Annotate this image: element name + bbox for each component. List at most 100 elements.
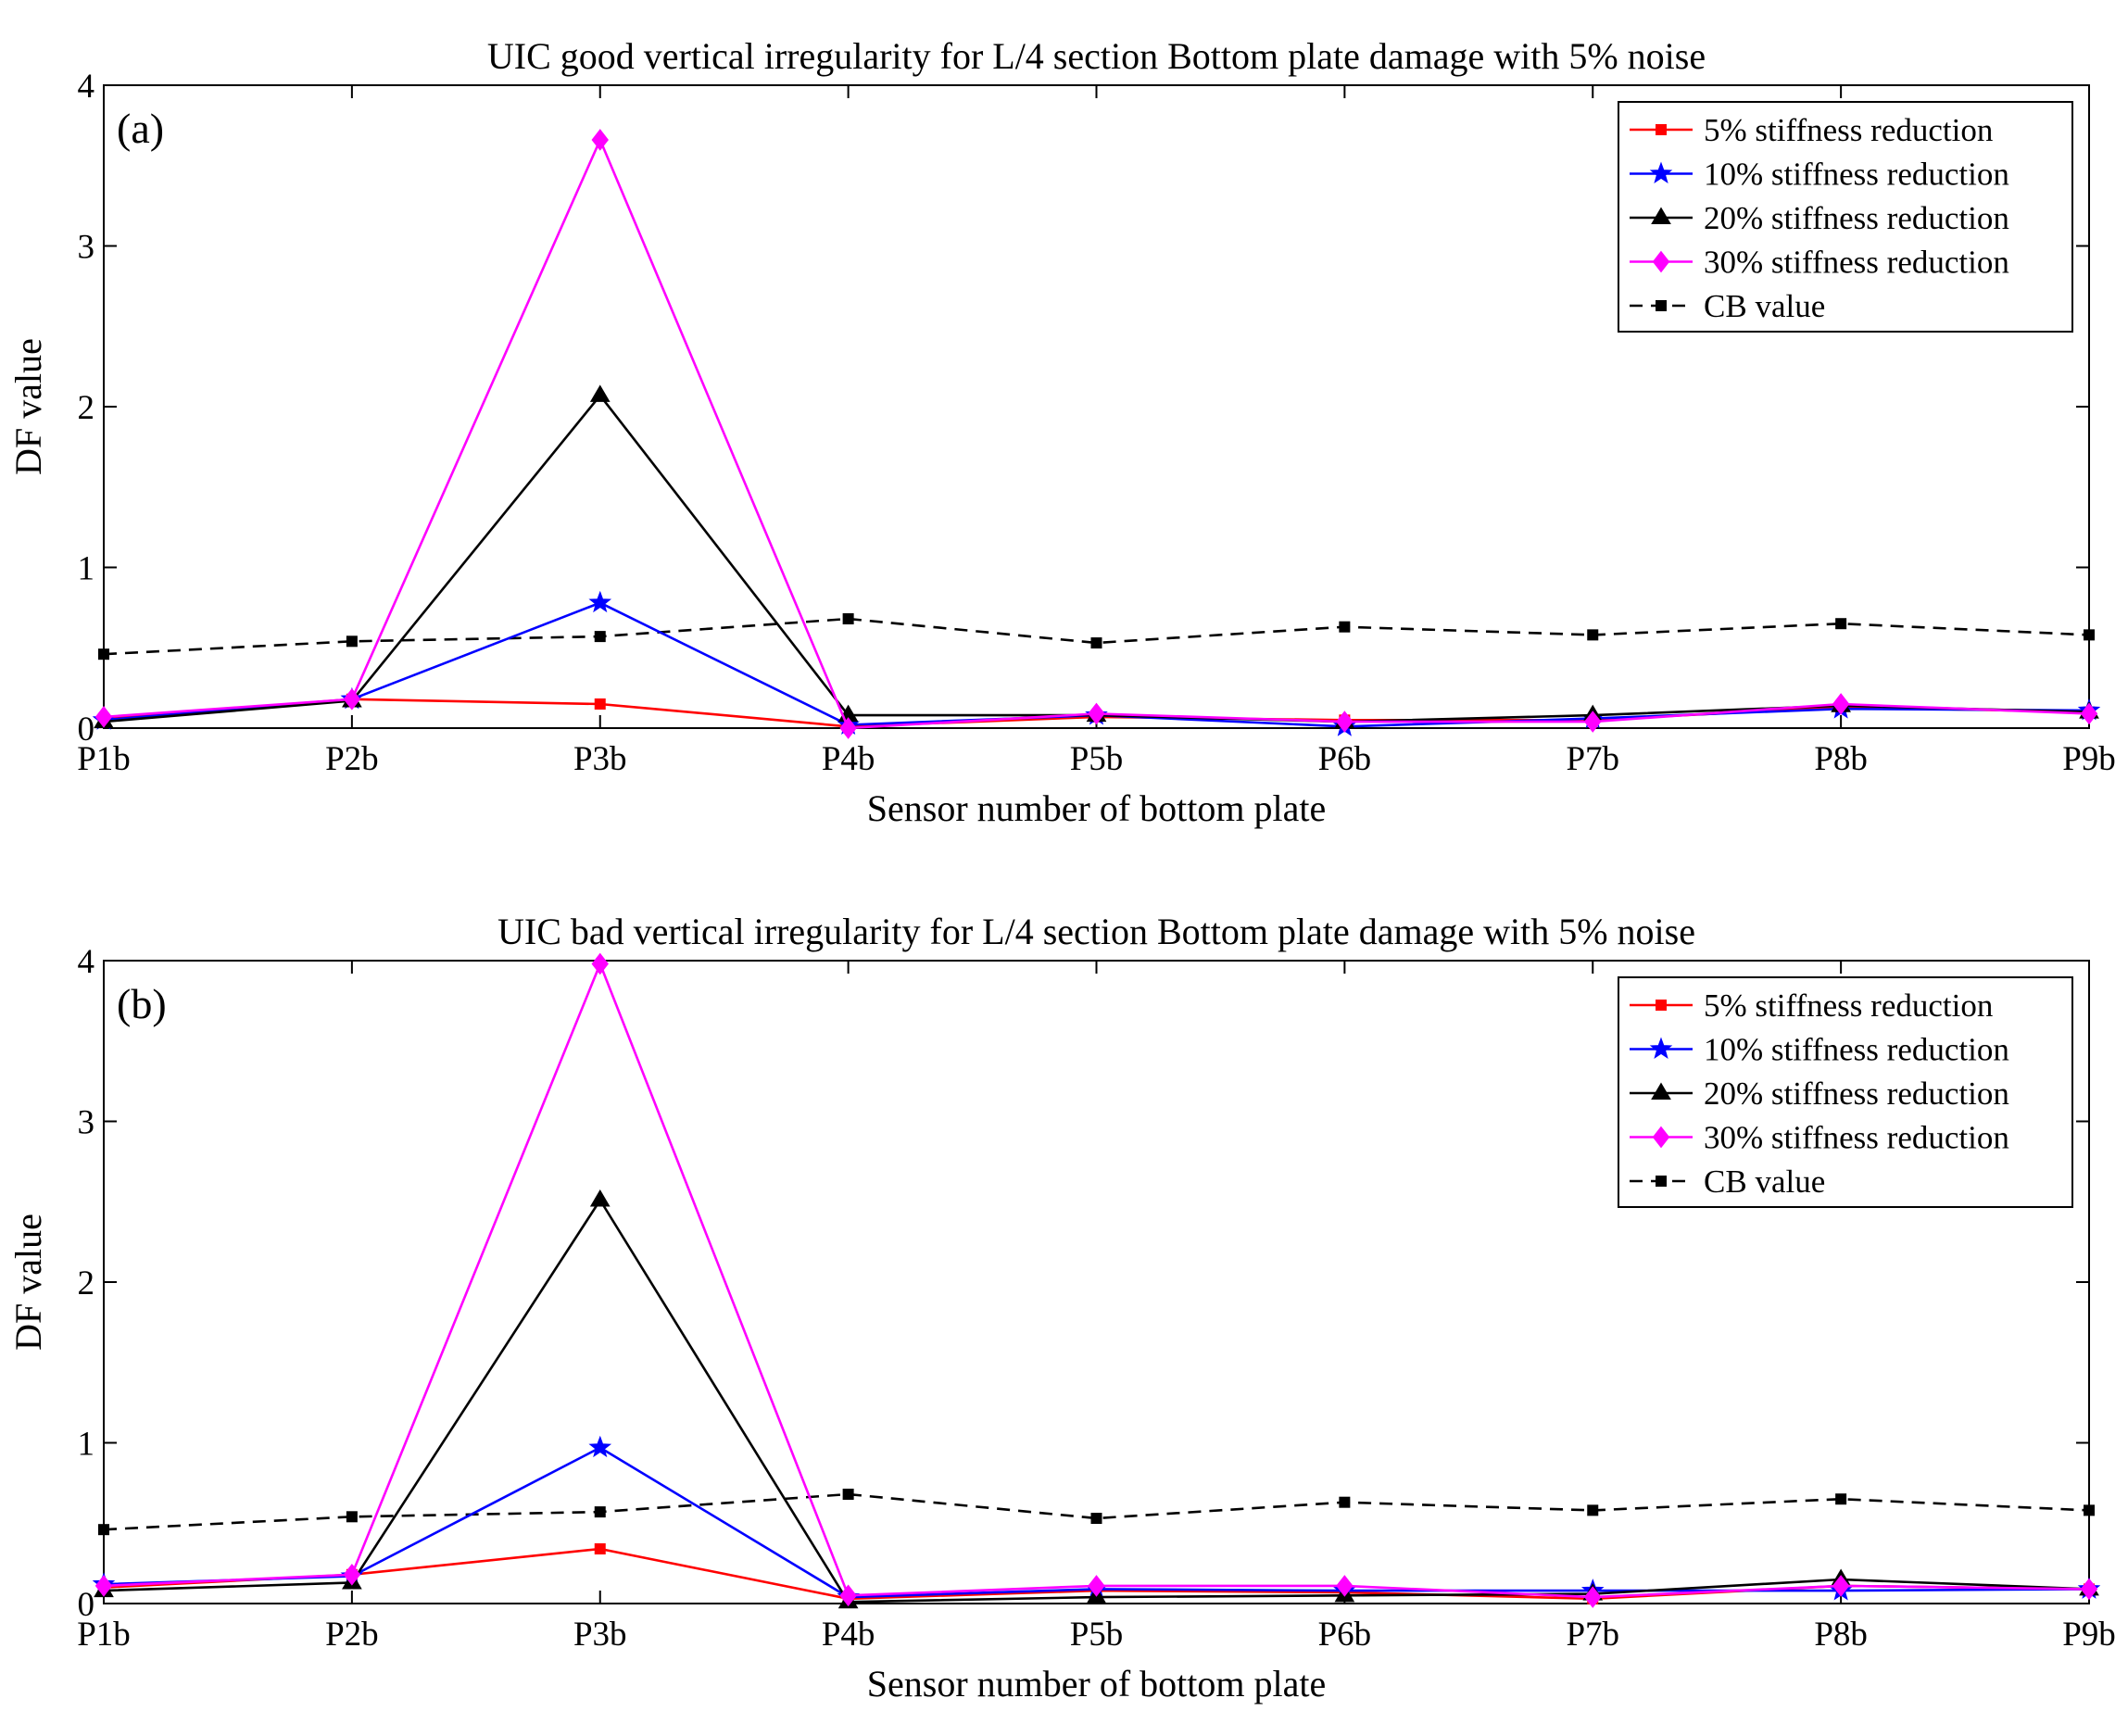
legend-box xyxy=(1618,101,2073,333)
legend-entry: 30% stiffness reduction xyxy=(1704,245,2009,281)
data-point xyxy=(1587,1504,1599,1516)
data-point xyxy=(842,1489,854,1501)
data-point xyxy=(1088,1575,1105,1597)
data-point xyxy=(591,129,609,151)
data-point xyxy=(588,590,612,613)
series-5 xyxy=(98,613,2095,660)
data-point xyxy=(594,1543,606,1555)
data-point xyxy=(1339,621,1351,633)
data-point xyxy=(1832,693,1850,715)
data-point xyxy=(346,635,358,648)
data-point xyxy=(343,687,361,711)
x-tick-label: P6b xyxy=(1318,1616,1372,1654)
x-tick-label: P4b xyxy=(822,740,875,778)
series-4 xyxy=(94,952,2098,1608)
x-tick-label: P8b xyxy=(1814,1616,1868,1654)
data-point xyxy=(2080,1578,2098,1601)
x-tick-label: P3b xyxy=(573,740,627,778)
data-point xyxy=(94,706,113,728)
x-tick-label: P1b xyxy=(77,740,131,778)
x-tick-label: P8b xyxy=(1814,740,1868,778)
panel-label: (b) xyxy=(117,980,167,1027)
x-tick-label: P7b xyxy=(1566,740,1619,778)
legend-entry: 10% stiffness reduction xyxy=(1704,157,2009,193)
legend-entry: CB value xyxy=(1704,288,1825,324)
data-point xyxy=(343,1563,361,1586)
data-point xyxy=(1339,1496,1351,1508)
x-tick-label: P3b xyxy=(573,1616,627,1654)
data-point xyxy=(1832,1575,1850,1597)
data-point xyxy=(594,698,606,710)
series-4 xyxy=(94,129,2098,739)
chart-panel-a: UIC good vertical irregularity for L/4 s… xyxy=(7,35,2116,829)
data-point xyxy=(1090,637,1102,649)
data-point xyxy=(594,631,606,643)
legend-marker xyxy=(1656,1176,1667,1187)
data-point xyxy=(589,384,611,402)
series-line xyxy=(103,1199,2090,1604)
legend: 5% stiffness reduction 10% stiffness redu… xyxy=(1618,976,2073,1208)
y-axis-label: DF value xyxy=(7,338,49,475)
y-tick-label: 0 xyxy=(78,1586,95,1624)
data-point xyxy=(1587,629,1599,641)
chart-title: UIC bad vertical irregularity for L/4 se… xyxy=(497,911,1695,952)
data-point xyxy=(839,717,857,739)
series-3 xyxy=(94,1189,2099,1609)
x-tick-label: P7b xyxy=(1566,1616,1619,1654)
y-tick-label: 0 xyxy=(78,711,95,748)
data-point xyxy=(98,1524,109,1536)
x-tick-label: P9b xyxy=(2062,740,2116,778)
y-tick-label: 4 xyxy=(78,943,95,981)
data-point xyxy=(839,1584,857,1607)
data-point xyxy=(1336,1575,1354,1597)
data-point xyxy=(1088,702,1105,725)
y-tick-label: 4 xyxy=(78,68,95,106)
series-line xyxy=(103,394,2090,723)
data-point xyxy=(2080,702,2098,725)
y-tick-label: 2 xyxy=(78,1264,95,1302)
legend-entry: 10% stiffness reduction xyxy=(1704,1032,2009,1068)
x-tick-label: P5b xyxy=(1070,740,1124,778)
y-tick-label: 3 xyxy=(78,1104,95,1142)
data-point xyxy=(2084,1504,2095,1516)
legend-entry: 5% stiffness reduction xyxy=(1704,988,1993,1024)
legend-marker xyxy=(1656,1000,1667,1011)
data-point xyxy=(588,1435,612,1458)
data-point xyxy=(842,613,854,625)
y-tick-label: 2 xyxy=(78,389,95,427)
legend-marker xyxy=(1652,1126,1670,1149)
data-point xyxy=(2084,629,2095,641)
legend-entry: 20% stiffness reduction xyxy=(1704,200,2009,236)
data-point xyxy=(1336,711,1354,733)
series-3 xyxy=(94,384,2099,729)
data-point xyxy=(1090,1513,1102,1525)
data-point xyxy=(1584,1586,1602,1608)
legend-marker xyxy=(1656,300,1667,311)
legend-marker xyxy=(1656,124,1667,135)
y-tick-label: 1 xyxy=(78,1426,95,1464)
x-tick-label: P1b xyxy=(77,1616,131,1654)
legend-marker xyxy=(1649,161,1673,183)
legend-entry: 20% stiffness reduction xyxy=(1704,1076,2009,1112)
series-line xyxy=(103,617,2090,656)
x-axis-label: Sensor number of bottom plate xyxy=(867,787,1326,829)
legend: 5% stiffness reduction 10% stiffness redu… xyxy=(1618,101,2073,333)
panel-label: (a) xyxy=(117,105,164,152)
x-axis-label: Sensor number of bottom plate xyxy=(867,1663,1326,1705)
data-point xyxy=(591,952,609,975)
data-point xyxy=(98,648,109,660)
data-point xyxy=(594,1506,606,1518)
series-line xyxy=(103,1492,2090,1531)
x-tick-label: P4b xyxy=(822,1616,875,1654)
data-point xyxy=(346,1511,358,1523)
legend-marker xyxy=(1649,1037,1673,1059)
x-tick-label: P6b xyxy=(1318,740,1372,778)
x-tick-label: P2b xyxy=(325,740,379,778)
series-5 xyxy=(98,1489,2095,1536)
legend-entry: 30% stiffness reduction xyxy=(1704,1120,2009,1156)
data-point xyxy=(589,1189,611,1207)
y-tick-label: 3 xyxy=(78,229,95,267)
y-axis-label: DF value xyxy=(7,1214,49,1351)
x-tick-label: P2b xyxy=(325,1616,379,1654)
